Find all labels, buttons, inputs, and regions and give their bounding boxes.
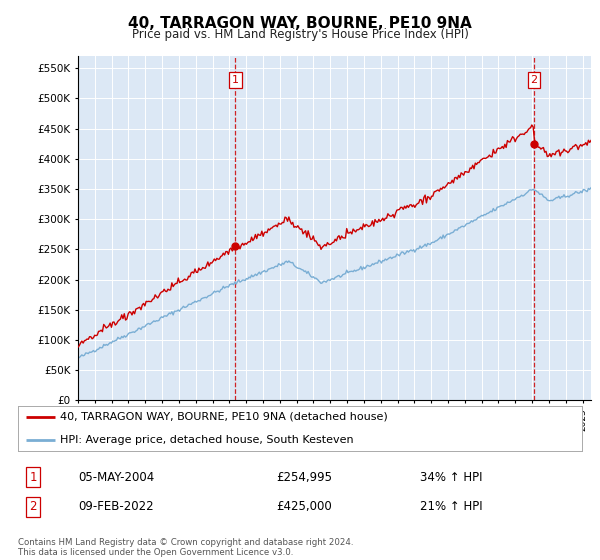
Text: 21% ↑ HPI: 21% ↑ HPI: [420, 500, 482, 514]
Text: 05-MAY-2004: 05-MAY-2004: [78, 470, 154, 484]
Text: 40, TARRAGON WAY, BOURNE, PE10 9NA (detached house): 40, TARRAGON WAY, BOURNE, PE10 9NA (deta…: [60, 412, 388, 422]
Text: 09-FEB-2022: 09-FEB-2022: [78, 500, 154, 514]
Text: 1: 1: [232, 75, 239, 85]
Text: £425,000: £425,000: [276, 500, 332, 514]
Text: £254,995: £254,995: [276, 470, 332, 484]
Text: 40, TARRAGON WAY, BOURNE, PE10 9NA: 40, TARRAGON WAY, BOURNE, PE10 9NA: [128, 16, 472, 31]
Text: 1: 1: [29, 470, 37, 484]
Text: Price paid vs. HM Land Registry's House Price Index (HPI): Price paid vs. HM Land Registry's House …: [131, 28, 469, 41]
Text: Contains HM Land Registry data © Crown copyright and database right 2024.
This d: Contains HM Land Registry data © Crown c…: [18, 538, 353, 557]
Text: HPI: Average price, detached house, South Kesteven: HPI: Average price, detached house, Sout…: [60, 435, 354, 445]
Text: 2: 2: [29, 500, 37, 514]
Text: 2: 2: [530, 75, 538, 85]
Text: 34% ↑ HPI: 34% ↑ HPI: [420, 470, 482, 484]
